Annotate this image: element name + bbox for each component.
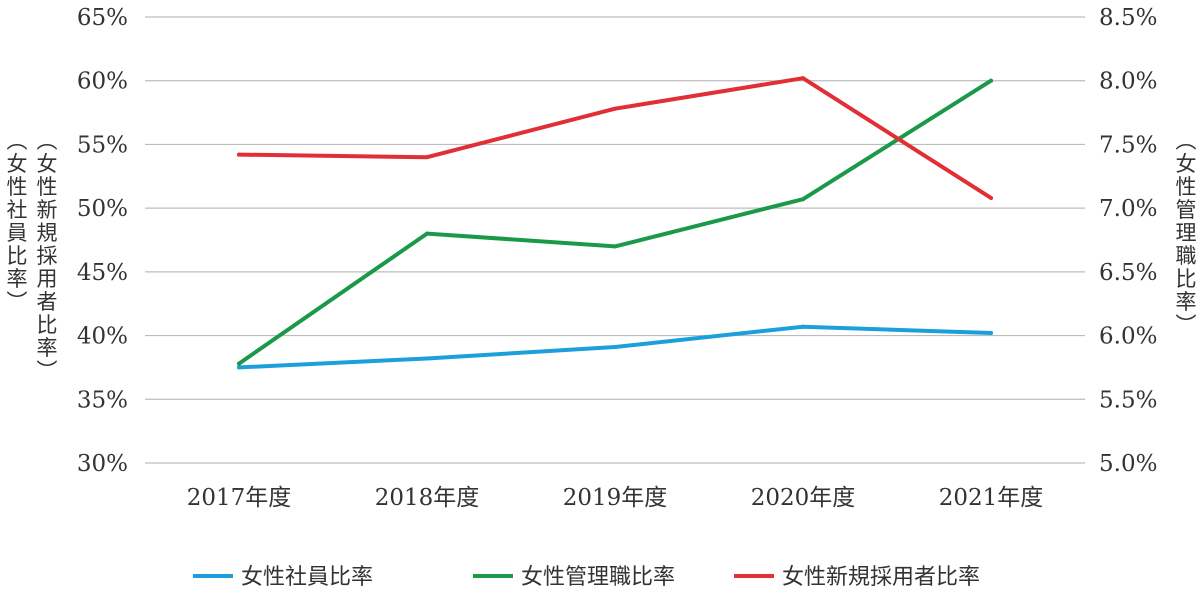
axis-title-char: 社: [7, 198, 28, 222]
left-tick-label: 35%: [77, 387, 128, 413]
axis-title-char: 比: [1176, 267, 1197, 291]
x-tick-label: 2017年度: [187, 485, 292, 511]
axis-title-char: 新: [37, 198, 58, 222]
axis-title-char: 用: [37, 267, 58, 291]
data-point: [425, 155, 429, 160]
data-point: [613, 106, 617, 111]
data-point: [425, 356, 429, 361]
left-tick-label: 45%: [77, 260, 128, 286]
axis-title-char: 性: [37, 175, 58, 199]
series-3: [237, 76, 993, 200]
data-point: [425, 231, 429, 236]
legend-label: 女性管理職比率: [521, 565, 675, 590]
axis-title-char: 職: [1176, 244, 1197, 268]
axis-title-char: 採: [37, 244, 58, 268]
right-axis-title-text: ︵女性管理職比率︶: [1176, 129, 1197, 337]
axis-title-char: ︶: [1176, 313, 1197, 337]
data-point: [613, 345, 617, 350]
right-axis-ticks: 5.0% 5.5% 6.0% 6.5% 7.0% 7.5% 8.0% 8.5%: [1099, 5, 1157, 477]
data-point: [613, 244, 617, 249]
right-tick-label: 5.0%: [1099, 451, 1157, 477]
x-tick-label: 2018年度: [375, 485, 480, 511]
right-tick-label: 5.5%: [1099, 387, 1157, 413]
legend-item: 女性新規採用者比率: [734, 565, 980, 590]
left-tick-label: 65%: [77, 5, 128, 31]
left-axis-title-2: ︵女性新規採用者比率︶: [37, 129, 58, 383]
axis-title-char: 員: [7, 221, 28, 245]
legend: 女性社員比率 女性管理職比率 女性新規採用者比率: [193, 565, 980, 590]
series-line: [237, 76, 993, 200]
data-point: [801, 76, 805, 81]
right-tick-label: 7.5%: [1099, 132, 1157, 158]
axis-title-char: 比: [37, 313, 58, 337]
axis-title-char: ︵: [7, 129, 28, 153]
axis-title-char: 率: [37, 336, 58, 360]
left-axis-title-2-text: ︵女性新規採用者比率︶: [37, 129, 58, 383]
left-axis-title-1-text: ︵女性社員比率︶: [7, 129, 28, 314]
left-tick-label: 30%: [77, 451, 128, 477]
left-axis-ticks: 30% 35% 40% 45% 50% 55% 60% 65%: [77, 5, 128, 477]
right-tick-label: 6.5%: [1099, 260, 1157, 286]
series-line: [237, 78, 993, 366]
legend-item: 女性社員比率: [193, 565, 373, 590]
series-lines: [237, 76, 993, 370]
axis-title-char: 管: [1176, 198, 1197, 222]
right-tick-label: 7.0%: [1099, 196, 1157, 222]
data-point: [989, 195, 993, 200]
axis-title-char: 率: [7, 267, 28, 291]
legend-label: 女性社員比率: [241, 565, 373, 590]
axis-title-char: 女: [1176, 152, 1197, 176]
x-tick-label: 2019年度: [563, 485, 668, 511]
x-tick-label: 2020年度: [751, 485, 856, 511]
axis-title-char: 女: [7, 152, 28, 176]
right-tick-label: 8.0%: [1099, 69, 1157, 95]
left-tick-label: 55%: [77, 132, 128, 158]
data-point: [989, 78, 993, 83]
data-point: [237, 152, 241, 157]
axis-title-char: 性: [1176, 175, 1197, 199]
axis-title-char: 性: [7, 175, 28, 199]
axis-title-char: ︶: [7, 290, 28, 314]
legend-item: 女性管理職比率: [473, 565, 675, 590]
axis-title-char: 率: [1176, 290, 1197, 314]
axis-titles: ︵女性社員比率︶︵女性新規採用者比率︶︵女性管理職比率︶: [7, 129, 1197, 383]
x-axis-ticks: 2017年度 2018年度 2019年度 2020年度 2021年度: [187, 485, 1044, 511]
left-tick-label: 50%: [77, 196, 128, 222]
axis-title-char: ︵: [37, 129, 58, 153]
left-tick-label: 40%: [77, 324, 128, 350]
legend-label: 女性新規採用者比率: [782, 565, 980, 590]
x-tick-label: 2021年度: [939, 485, 1044, 511]
data-point: [237, 361, 241, 366]
axis-title-char: ︵: [1176, 129, 1197, 153]
series-1: [237, 324, 993, 370]
axis-title-char: 理: [1176, 221, 1197, 245]
gridlines: [145, 16, 1085, 464]
data-point: [989, 331, 993, 336]
right-axis-title: ︵女性管理職比率︶: [1176, 129, 1197, 337]
axis-title-char: 規: [37, 221, 58, 245]
data-point: [801, 324, 805, 329]
axis-title-char: 者: [37, 290, 58, 314]
axis-title-char: 女: [37, 152, 58, 176]
left-tick-label: 60%: [77, 69, 128, 95]
axis-title-char: ︶: [37, 359, 58, 383]
data-point: [237, 365, 241, 370]
right-tick-label: 8.5%: [1099, 5, 1157, 31]
axis-title-char: 比: [7, 244, 28, 268]
left-axis-title-1: ︵女性社員比率︶: [7, 129, 28, 314]
right-tick-label: 6.0%: [1099, 324, 1157, 350]
data-point: [801, 197, 805, 202]
series-2: [237, 78, 993, 366]
